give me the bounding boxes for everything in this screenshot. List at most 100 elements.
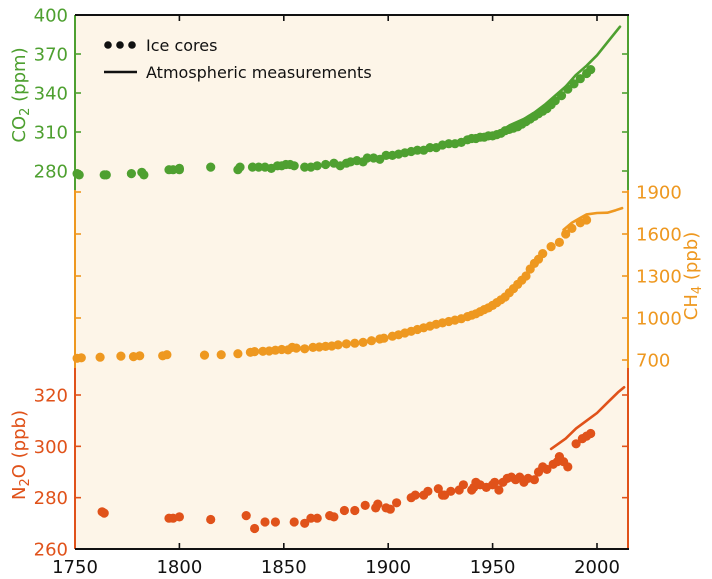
n2o-axis-title-unit: O (ppb) <box>9 410 30 478</box>
n2o-ice-core-point <box>339 505 349 516</box>
co2-tick-label: 370 <box>34 45 68 66</box>
co2-axis-title-subscript: 2 <box>18 108 33 116</box>
co2-tick-label: 340 <box>34 84 68 105</box>
legend-label-atmospheric: Atmospheric measurements <box>146 63 372 82</box>
ch4-ice-core-point <box>199 350 210 360</box>
n2o-ice-core-point <box>206 514 216 525</box>
ch4-ice-core-point <box>582 215 592 225</box>
n2o-axis-title-main: N <box>9 487 30 500</box>
ch4-axis-title: CH4 (ppb) <box>681 232 705 320</box>
n2o-ice-core-point <box>289 517 299 527</box>
co2-ice-core-point <box>235 162 245 172</box>
n2o-ice-core-point <box>306 513 316 523</box>
n2o-tick-label: 320 <box>34 386 68 407</box>
ch4-tick-label: 1000 <box>636 309 682 330</box>
plot-background <box>75 15 628 549</box>
x-tick-label: 1850 <box>261 557 307 578</box>
legend: Ice cores Atmospheric measurements <box>104 36 372 82</box>
ch4-ice-core-point <box>250 347 260 357</box>
n2o-tick-label: 260 <box>34 540 68 561</box>
co2-axis-title-unit: (ppm) <box>9 47 30 107</box>
ch4-series <box>72 206 624 363</box>
co2-ice-core-point <box>569 79 579 89</box>
ch4-ice-core-point <box>135 351 145 361</box>
ch4-tick-label: 1900 <box>636 183 682 204</box>
n2o-ice-core-point <box>99 508 109 518</box>
ch4-axis-title-subscript: 4 <box>690 286 705 294</box>
n2o-ice-core-point <box>329 512 339 522</box>
ch4-ice-core-point <box>216 350 226 360</box>
ch4-ice-core-point <box>95 352 105 362</box>
co2-tick-label: 280 <box>34 162 68 183</box>
co2-ice-core-point <box>586 65 596 75</box>
n2o-ice-core-point <box>350 505 360 516</box>
ch4-ice-core-point <box>546 242 556 252</box>
n2o-ice-core-point <box>494 485 504 495</box>
legend-dot-icon <box>116 41 124 49</box>
n2o-ice-core-point <box>241 510 251 521</box>
ch4-ice-core-point <box>76 353 86 363</box>
n2o-axis-title: N2O (ppb) <box>9 410 33 500</box>
legend-dot-icon <box>104 41 112 49</box>
data-marks <box>72 25 626 534</box>
x-tick-label: 1900 <box>365 557 411 578</box>
ch4-ice-core-point <box>116 351 126 361</box>
x-tick-label: 1800 <box>156 557 202 578</box>
n2o-ice-core-point <box>490 477 500 487</box>
n2o-ice-core-point <box>458 480 468 490</box>
co2-ice-core-point <box>556 91 567 101</box>
co2-ice-core-point <box>289 161 299 171</box>
co2-ice-core-point <box>74 170 84 180</box>
ch4-ice-core-point <box>350 338 360 348</box>
n2o-ice-core-point <box>423 486 433 496</box>
n2o-ice-core-point <box>260 517 270 527</box>
ch4-tick-label: 1600 <box>636 225 682 246</box>
ch4-ice-core-point <box>554 237 565 247</box>
ch4-ice-core-point <box>358 337 368 347</box>
co2-ice-core-point <box>126 169 136 179</box>
co2-ice-core-point <box>206 162 216 172</box>
ch4-ice-core-point <box>233 349 243 359</box>
co2-ice-core-point <box>412 145 422 155</box>
ch4-axis-title-main: CH <box>681 294 702 320</box>
ch4-ice-core-point <box>379 333 389 343</box>
n2o-ice-core-point <box>571 439 581 449</box>
x-tick-label: 1750 <box>52 557 98 578</box>
n2o-ice-core-point <box>385 504 395 514</box>
n2o-ice-core-point <box>392 498 402 508</box>
ch4-ice-core-point <box>333 340 343 350</box>
ch4-ice-core-point <box>567 223 577 233</box>
n2o-ice-core-point <box>410 490 420 500</box>
legend-label-ice-cores: Ice cores <box>146 36 217 55</box>
n2o-ice-core-point <box>529 475 540 485</box>
n2o-ice-core-point <box>542 464 552 474</box>
n2o-ice-core-point <box>586 428 596 439</box>
n2o-ice-core-point <box>250 523 260 534</box>
ch4-ice-core-point <box>561 229 571 239</box>
co2-ice-core-point <box>362 153 372 163</box>
co2-series <box>72 25 622 180</box>
x-axis: 1750 1800 1850 1900 1950 2000 <box>52 14 629 578</box>
x-tick-label: 1950 <box>470 557 516 578</box>
ch4-ice-core-point <box>521 271 531 281</box>
n2o-ice-core-point <box>373 499 383 509</box>
co2-ice-core-point <box>254 162 264 172</box>
n2o-tick-label: 280 <box>34 488 68 509</box>
ch4-tick-label: 700 <box>636 351 670 372</box>
ch4-ice-core-point <box>538 249 548 259</box>
n2o-ice-core-point <box>312 513 322 523</box>
co2-tick-label: 310 <box>34 123 68 144</box>
co2-ice-core-point <box>139 170 149 180</box>
n2o-atmospheric-line <box>549 385 626 451</box>
ch4-axis: 700 1000 1300 1600 1900 CH4 (ppb) <box>74 183 705 372</box>
n2o-axis-title-subscript: 2 <box>18 478 33 486</box>
ch4-ice-core-point <box>341 339 351 349</box>
co2-tick-label: 400 <box>34 6 68 27</box>
co2-ice-core-point <box>101 170 111 180</box>
n2o-tick-label: 300 <box>34 437 68 458</box>
ch4-axis-title-unit: (ppb) <box>681 232 702 286</box>
